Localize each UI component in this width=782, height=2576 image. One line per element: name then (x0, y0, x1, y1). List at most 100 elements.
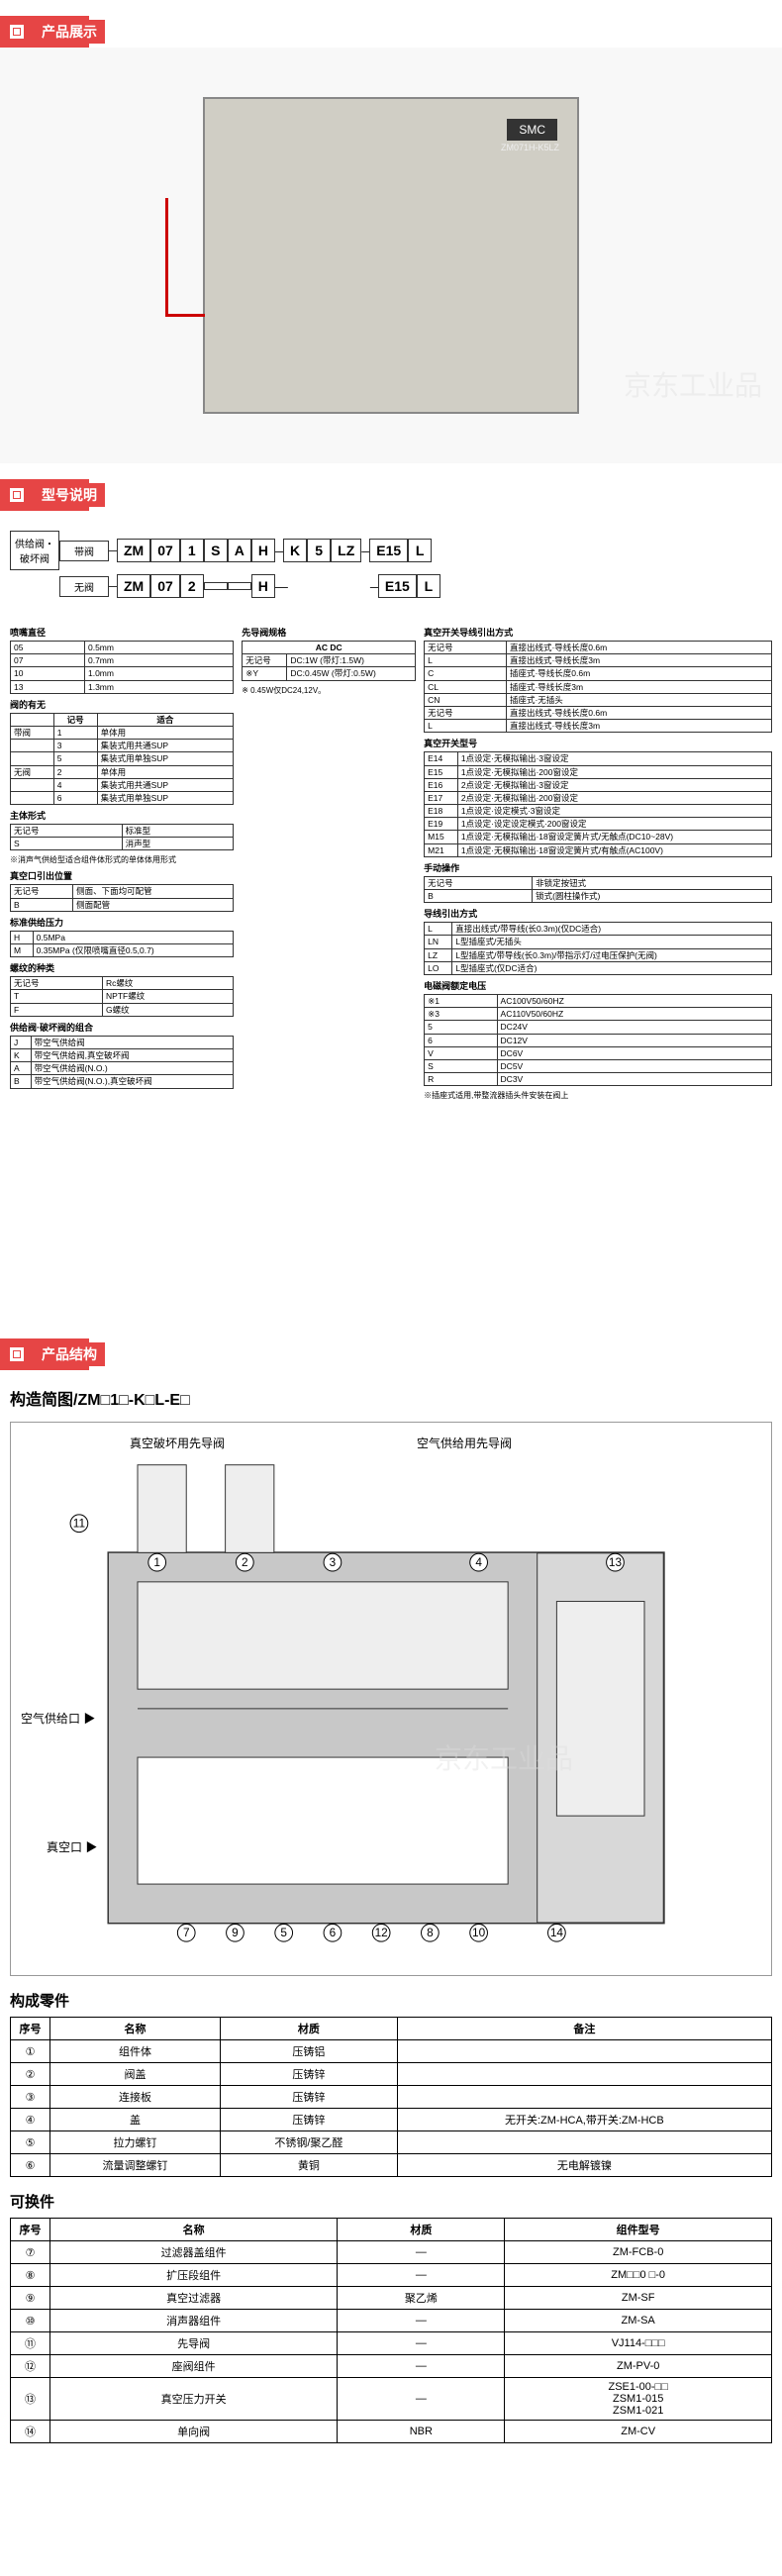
cell: 侧面配管 (73, 898, 234, 911)
cell: LZ (425, 948, 452, 961)
code: 1 (180, 539, 204, 562)
cell: 带阀 (11, 726, 54, 739)
cell: E17 (425, 791, 458, 804)
cell: 1.0mm (84, 667, 233, 680)
cell (11, 791, 54, 804)
th: 组件型号 (505, 2219, 772, 2241)
cell: 组件体 (50, 2040, 221, 2063)
cell: L (425, 654, 507, 667)
cell: M21 (425, 843, 458, 856)
cell: 0.35MPa (仅限喷嘴直径0.5,0.7) (33, 944, 234, 957)
cell: 带空气供给阀(N.O.),真空破坏阀 (31, 1075, 234, 1088)
cap: 主体形式 (10, 809, 234, 822)
watermark: 京东工业品 (624, 364, 762, 404)
th: 序号 (11, 2018, 50, 2040)
svg-text:5: 5 (280, 1926, 287, 1939)
cell: 1点设定·无模拟输出·18窗设定簧片式/有触点(AC100V) (457, 843, 771, 856)
cell: — (338, 2332, 505, 2355)
cap: 先导阀规格 (242, 626, 416, 639)
cap: 真空开关导线引出方式 (424, 626, 772, 639)
section-title: 产品展示 (34, 20, 105, 44)
svg-text:1: 1 (153, 1555, 160, 1569)
replace-title: 可换件 (10, 2191, 772, 2212)
code: 07 (150, 574, 180, 598)
cell (397, 2131, 771, 2154)
cell: 集装式用共通SUP (97, 740, 234, 752)
cell: 集装式用单独SUP (97, 752, 234, 765)
svg-text:14: 14 (550, 1926, 564, 1939)
cell: 盖 (50, 2109, 221, 2131)
cap: 手动操作 (424, 861, 772, 874)
cell: 无开关:ZM-HCA,带开关:ZM-HCB (397, 2109, 771, 2131)
switchtype-table: E141点设定·无模拟输出·3窗设定E151点设定·无模拟输出·200窗设定E1… (424, 751, 772, 857)
cell: L (425, 923, 452, 936)
parts-table: 序号 名称 材质 备注 ①组件体压铸铝②阀盖压铸锌③连接板压铸锌④盖压铸锌无开关… (10, 2017, 772, 2177)
cell: M (11, 944, 34, 957)
combo-table: J带空气供给阀K带空气供给阀,真空破坏阀A带空气供给阀(N.O.)B带空气供给阀… (10, 1036, 234, 1089)
pilot-table: AC DC 无记号DC:1W (带灯:1.5W)※YDC:0.45W (带灯:0… (242, 641, 416, 681)
code: S (204, 539, 228, 562)
cell: 压铸铝 (221, 2040, 398, 2063)
cell: 2点设定·无模拟输出·200窗设定 (457, 791, 771, 804)
label: 空气供给口 ▶ (21, 1710, 95, 1727)
svg-text:13: 13 (609, 1555, 623, 1569)
cell (11, 752, 54, 765)
code: H (251, 574, 275, 598)
cell: 直接出线式/带导线(长0.3m)(仅DC适合) (452, 923, 772, 936)
cell: 连接板 (50, 2086, 221, 2109)
cell: ZM-CV (505, 2421, 772, 2443)
cell: 不锈钢/聚乙醛 (221, 2131, 398, 2154)
cell: 1点设定·无模拟输出·18窗设定簧片式/无触点(DC10~28V) (457, 831, 771, 843)
cell: 黄铜 (221, 2154, 398, 2177)
cell: 无记号 (243, 654, 287, 667)
cell: 流量调整螺钉 (50, 2154, 221, 2177)
cell: DC:0.45W (带灯:0.5W) (287, 667, 416, 680)
cell: — (338, 2310, 505, 2332)
cell: NBR (338, 2421, 505, 2443)
cell: E18 (425, 805, 458, 818)
cell: ⑩ (11, 2310, 50, 2332)
cell: E15 (425, 765, 458, 778)
cell: DC24V (497, 1021, 771, 1034)
cap: 真空开关型号 (424, 737, 772, 749)
svg-text:9: 9 (232, 1926, 239, 1939)
svg-text:10: 10 (472, 1926, 486, 1939)
code (204, 582, 228, 590)
cell: 插座式·导线长度3m (506, 680, 771, 693)
cell: 无记号 (11, 885, 73, 898)
cell: E19 (425, 818, 458, 831)
cell: ⑬ (11, 2378, 50, 2421)
cell: 0.7mm (84, 654, 233, 667)
cell: ZM-FCB-0 (505, 2241, 772, 2264)
cell: L型插座式(仅DC适合) (452, 961, 772, 974)
code: ZM (117, 539, 150, 562)
code: 07 (150, 539, 180, 562)
cell: S (11, 838, 123, 850)
cell: R (425, 1073, 497, 1086)
cell: 集装式用共通SUP (97, 778, 234, 791)
section-header-display: 产品展示 (0, 16, 782, 48)
cell: 1 (53, 726, 97, 739)
nozzle-table: 050.5mm070.7mm101.0mm131.3mm (10, 641, 234, 694)
structure-title: 构造简图/ZM□1□-K□L-E□ (10, 1386, 772, 1410)
cell: 2 (53, 765, 97, 778)
model-row-1: 供给阀・破坏阀 带阀 ZM 07 1 S A H — K 5 LZ — E15 … (10, 531, 772, 570)
parts-title: 构成零件 (10, 1990, 772, 2011)
cell: 07 (11, 654, 85, 667)
cell: 2点设定·无模拟输出·3窗设定 (457, 778, 771, 791)
cell: 无记号 (11, 825, 123, 838)
code (228, 582, 251, 590)
cell: NPTF螺纹 (103, 990, 234, 1003)
cell: 插座式·无插头 (506, 693, 771, 706)
cell: 无记号 (425, 706, 507, 719)
code: E15 (369, 539, 408, 562)
cell: ⑨ (11, 2287, 50, 2310)
cap: 导线引出方式 (424, 907, 772, 920)
cap: 电磁阀额定电压 (424, 979, 772, 992)
cell: 集装式用单独SUP (97, 791, 234, 804)
cell: DC12V (497, 1034, 771, 1046)
section-header-structure: 产品结构 (0, 1338, 782, 1370)
cell: 无电解镀镍 (397, 2154, 771, 2177)
cell: 10 (11, 667, 85, 680)
cell: ⑥ (11, 2154, 50, 2177)
